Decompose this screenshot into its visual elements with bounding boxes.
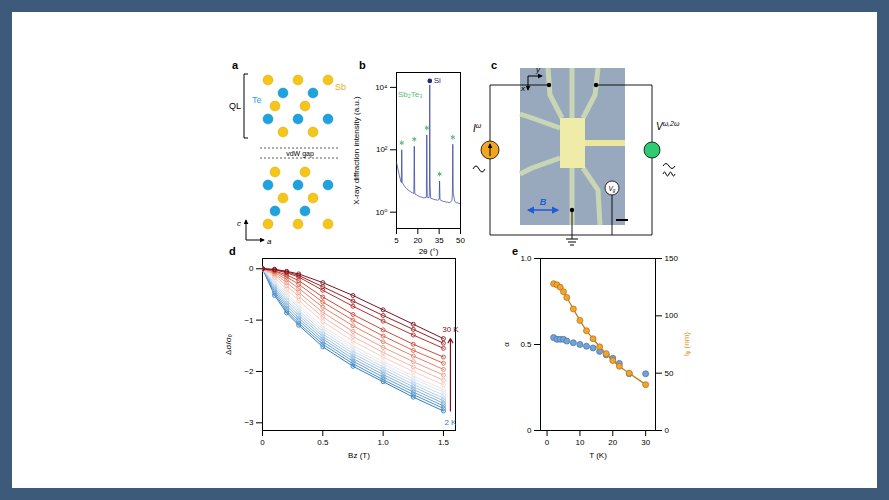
svg-text:vdW gap: vdW gap (286, 150, 314, 158)
svg-text:Sb: Sb (335, 82, 346, 92)
svg-text:Te: Te (252, 95, 262, 105)
svg-text:X-ray diffraction intensity (a: X-ray diffraction intensity (a.u.) (352, 96, 361, 205)
svg-text:0: 0 (249, 264, 254, 273)
svg-text:lᵩ (nm): lᵩ (nm) (682, 332, 691, 356)
svg-text:20: 20 (608, 438, 617, 447)
svg-text:0.5: 0.5 (520, 340, 532, 349)
svg-text:10⁴: 10⁴ (375, 83, 388, 92)
svg-text:50: 50 (456, 236, 465, 245)
svg-text:0: 0 (545, 438, 550, 447)
svg-text:35: 35 (435, 236, 444, 245)
svg-text:QL: QL (229, 101, 241, 111)
svg-text:Iω: Iω (473, 122, 482, 134)
svg-text:10²: 10² (376, 145, 388, 154)
svg-text:0: 0 (665, 426, 670, 435)
svg-text:c: c (237, 219, 241, 228)
html-text:c: c (491, 59, 498, 71)
svg-text:0: 0 (527, 426, 532, 435)
svg-text:Sb₂Te₃: Sb₂Te₃ (398, 90, 423, 99)
svg-text:30: 30 (641, 438, 650, 447)
svg-text:a: a (267, 237, 272, 246)
html-text:d: d (229, 245, 236, 257)
svg-text:−3: −3 (244, 418, 254, 427)
svg-text:20: 20 (413, 236, 422, 245)
svg-text:y: y (535, 65, 541, 74)
svg-text:T (K): T (K) (589, 451, 607, 460)
svg-text:−1: −1 (244, 316, 254, 325)
svg-text:Vg: Vg (609, 185, 616, 194)
svg-text:1.0: 1.0 (378, 438, 390, 447)
svg-text:10⁰: 10⁰ (375, 208, 387, 217)
svg-text:B: B (540, 197, 547, 207)
svg-text:0.5: 0.5 (317, 438, 329, 447)
html-text:b: b (359, 59, 366, 71)
svg-text:−2: −2 (244, 367, 254, 376)
svg-text:150: 150 (665, 254, 679, 263)
svg-text:1.0: 1.0 (520, 254, 532, 263)
svg-text:x: x (520, 84, 526, 93)
html-text:e: e (512, 245, 519, 257)
svg-text:α: α (502, 342, 511, 347)
svg-text:30 K: 30 K (442, 325, 459, 334)
svg-text:Bz (T): Bz (T) (348, 451, 370, 460)
svg-text:0: 0 (260, 438, 265, 447)
svg-text:1.5: 1.5 (438, 438, 450, 447)
svg-text:5: 5 (394, 236, 399, 245)
svg-text:2θ (°): 2θ (°) (419, 247, 439, 256)
svg-text:2 K: 2 K (444, 418, 457, 427)
svg-text:100: 100 (665, 311, 679, 320)
svg-text:10: 10 (575, 438, 584, 447)
svg-text:Si: Si (434, 76, 441, 85)
html-text:a: a (232, 59, 239, 71)
svg-text:Vω,2ω: Vω,2ω (656, 120, 680, 132)
svg-text:Δσ/σ₀: Δσ/σ₀ (224, 334, 233, 355)
svg-text:50: 50 (665, 369, 674, 378)
